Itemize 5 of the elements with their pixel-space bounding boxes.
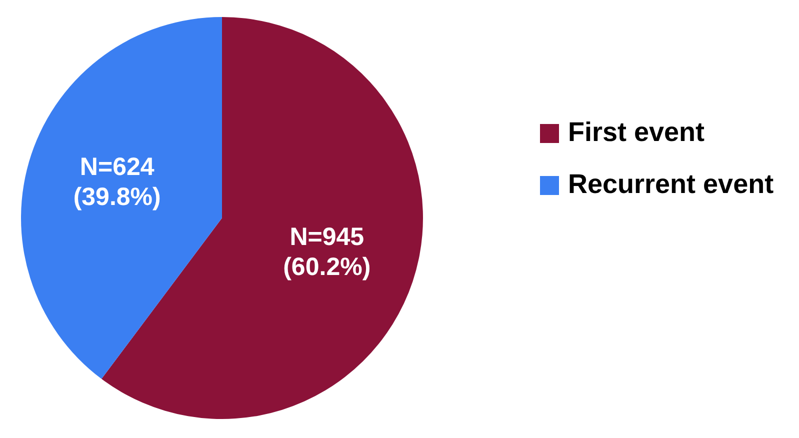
legend-label: First event <box>568 117 705 148</box>
data-label: N=624 (39.8%) <box>73 152 161 211</box>
data-label: N=945 (60.2%) <box>283 222 371 281</box>
pie-slice <box>21 17 222 379</box>
legend-label: Recurrent event <box>568 169 774 200</box>
